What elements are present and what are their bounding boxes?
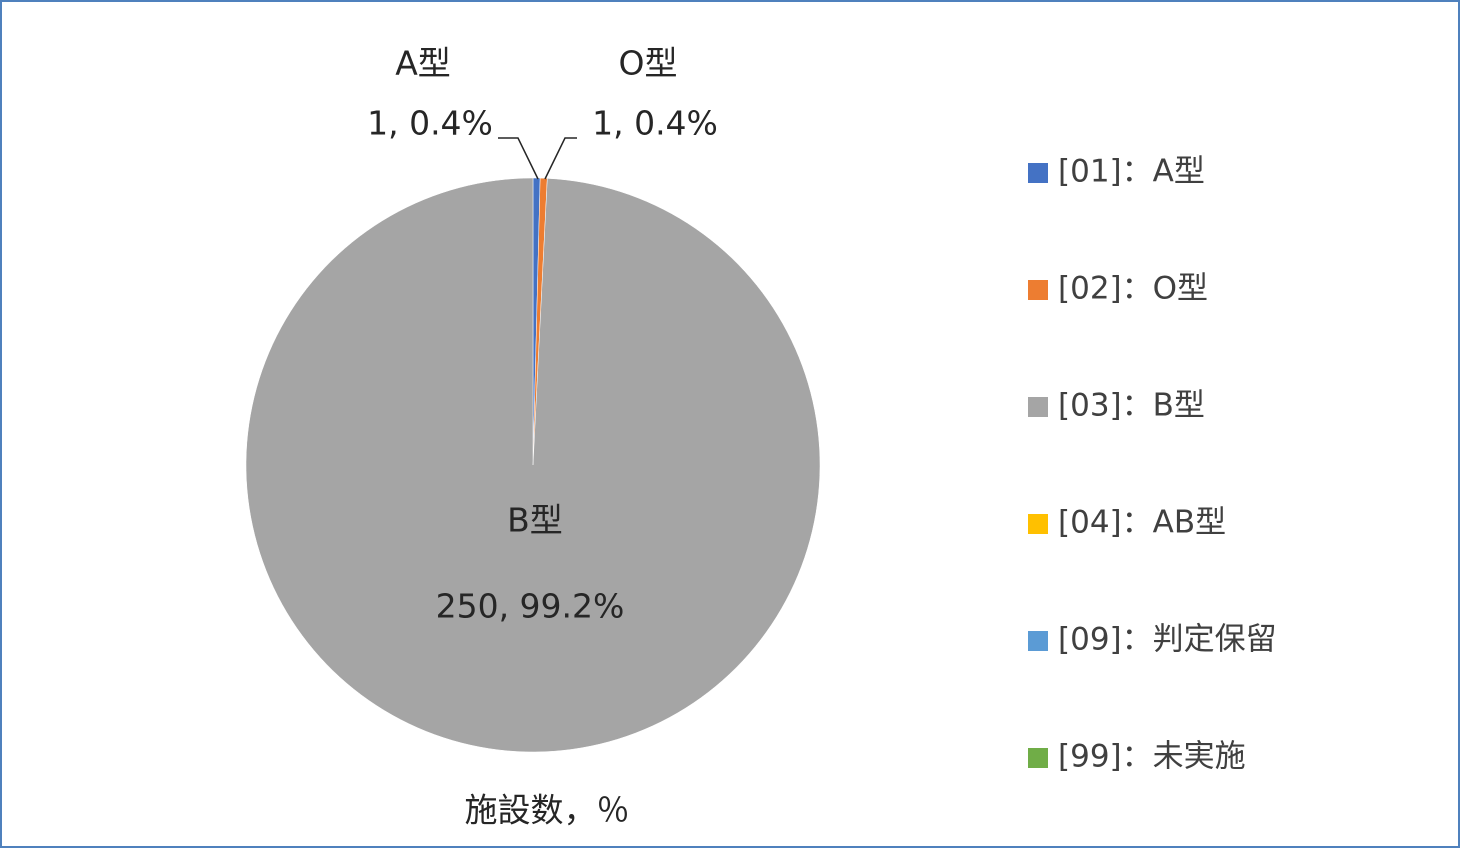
legend-swatch: [1028, 163, 1048, 183]
legend-swatch: [1028, 280, 1048, 300]
leader-line: [498, 137, 539, 180]
leader-line: [544, 137, 577, 180]
data-label: 1, 0.4%: [592, 104, 718, 143]
legend-label: [03]：B型: [1058, 388, 1205, 424]
legend-label: [01]：A型: [1058, 154, 1205, 190]
legend: [01]：A型 [02]：O型 [03]：B型 [04]：AB型 [09]：判定保留 [9…: [1028, 154, 1277, 775]
slice-name-label: O型: [619, 44, 678, 83]
legend-label: [02]：O型: [1058, 271, 1208, 307]
legend-swatch: [1028, 514, 1048, 534]
pie-slice: [245, 177, 821, 753]
legend-swatch: [1028, 397, 1048, 417]
data-label: 1, 0.4%: [367, 104, 493, 143]
chart-caption: 施設数，％: [465, 791, 630, 830]
legend-label: [04]：AB型: [1058, 505, 1226, 541]
legend-swatch: [1028, 631, 1048, 651]
data-label: 250, 99.2%: [436, 587, 625, 626]
slice-name-label: A型: [395, 44, 451, 83]
legend-label: [99]：未実施: [1058, 739, 1246, 775]
slice-name-label: B型: [507, 501, 563, 540]
legend-label: [09]：判定保留: [1058, 622, 1277, 658]
legend-swatch: [1028, 748, 1048, 768]
